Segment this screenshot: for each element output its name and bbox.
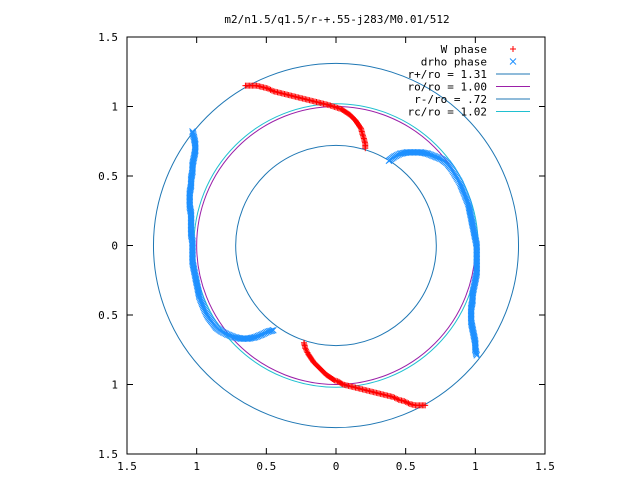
legend-label: W phase (441, 43, 487, 56)
data-point-fill (391, 394, 398, 401)
data-point-fill (266, 86, 273, 93)
reference-circle-3 (235, 144, 437, 347)
data-point-fill (267, 86, 274, 93)
data-point (362, 145, 369, 152)
y-tick-label: 0.5 (98, 170, 118, 183)
data-point-fill (268, 327, 276, 334)
data-point-fill (392, 395, 399, 402)
data-point (302, 345, 309, 352)
chart-title: m2/n1.5/q1.5/r-+.55-j283/M0.01/512 (224, 13, 449, 26)
data-point-fill (303, 346, 310, 353)
x-tick-label: 1 (193, 460, 200, 473)
legend-marker (509, 58, 517, 65)
y-tick-label: 1 (111, 101, 118, 114)
data-point (422, 402, 429, 409)
x-tick-label: 1.5 (117, 460, 137, 473)
data-point-fill (402, 398, 409, 405)
data-point-fill (473, 350, 480, 358)
data-point-fill (405, 400, 412, 407)
data-point-fill (394, 396, 401, 403)
data-point (269, 326, 277, 334)
y-tick-label: 0 (111, 240, 118, 253)
reference-circle-4 (193, 103, 479, 388)
data-point-fill (303, 348, 310, 355)
x-tick-label: 0.5 (396, 460, 416, 473)
series-2 (186, 128, 481, 359)
y-tick-label: 1.5 (98, 448, 118, 461)
data-point-fill (404, 399, 411, 406)
legend-label: r-/ro = .72 (414, 93, 487, 106)
data-point (401, 398, 408, 405)
y-tick-label: 0.5 (98, 309, 118, 322)
y-tick-label: 1.5 (98, 31, 118, 44)
x-tick-label: 0.5 (256, 460, 276, 473)
legend-label: ro/ro = 1.00 (408, 81, 487, 94)
reference-circle-1 (152, 62, 520, 429)
x-tick-label: 1 (472, 460, 479, 473)
legend-label: r+/ro = 1.31 (408, 68, 487, 81)
data-point-fill (268, 87, 275, 94)
series-1 (242, 82, 429, 409)
x-tick-label: 1.5 (535, 460, 555, 473)
data-point (390, 394, 397, 401)
data-point (473, 351, 481, 359)
legend-marker (510, 46, 516, 52)
legend-label: rc/ro = 1.02 (408, 106, 487, 119)
legend-label: drho phase (421, 56, 487, 69)
x-tick-label: 0 (333, 460, 340, 473)
y-tick-label: 1 (111, 379, 118, 392)
data-point (264, 85, 271, 92)
reference-circle-2 (196, 106, 476, 385)
